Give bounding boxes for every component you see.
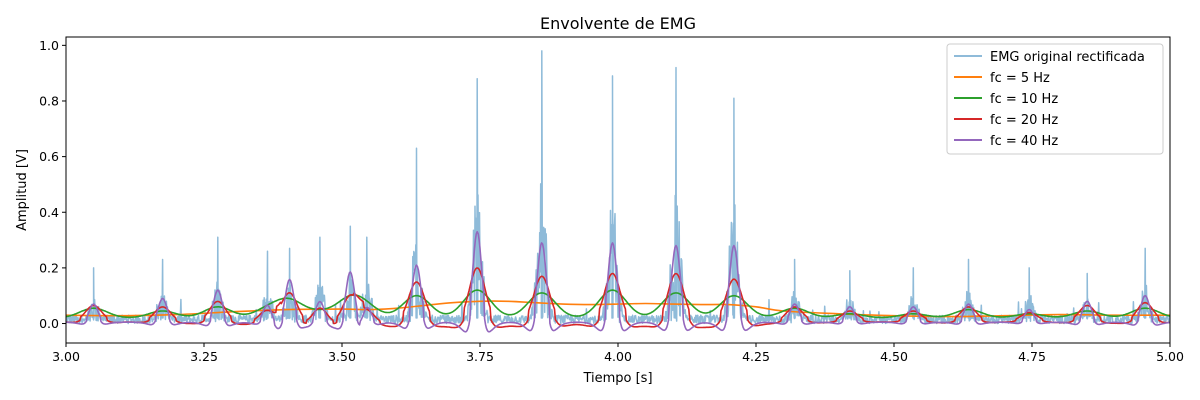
legend-entry-label: EMG original rectificada [990,50,1145,65]
legend-entry-label: fc = 20 Hz [990,113,1058,128]
x-tick-label: 3.25 [190,349,218,364]
y-tick-label: 0.4 [39,205,59,220]
legend: EMG original rectificada fc = 5 Hz fc = 10… [946,43,1164,155]
y-tick-label: 0.0 [39,316,59,331]
y-axis: 0.0 0.2 0.4 0.6 0.8 1.0 [39,38,66,331]
x-tick-label: 5.00 [1156,349,1184,364]
x-tick-label: 3.75 [466,349,494,364]
series-line-0 [66,50,1170,325]
x-axis: 3.00 3.25 3.50 3.75 4.00 4.25 4.50 4.75 5.00 [52,343,1184,364]
series-line-4 [66,230,1170,333]
x-tick-label: 4.75 [1018,349,1046,364]
x-tick-label: 3.50 [328,349,356,364]
x-tick-label: 3.00 [52,349,80,364]
legend-entry-label: fc = 10 Hz [990,92,1058,107]
y-tick-label: 1.0 [39,38,59,53]
series-layer [66,50,1170,333]
series-line-1 [66,300,1170,318]
x-tick-label: 4.00 [604,349,632,364]
y-tick-label: 0.8 [39,93,59,108]
legend-box [946,43,1164,155]
y-tick-label: 0.6 [39,149,59,164]
x-tick-label: 4.50 [880,349,908,364]
legend-entry-label: fc = 40 Hz [990,134,1058,149]
chart-title: Envolvente de EMG [540,14,696,33]
y-tick-label: 0.2 [39,260,59,275]
x-tick-label: 4.25 [742,349,770,364]
x-axis-title: Tiempo [s] [582,371,652,386]
legend-entry-label: fc = 5 Hz [990,71,1050,86]
y-axis-title: Amplitud [V] [15,149,30,231]
